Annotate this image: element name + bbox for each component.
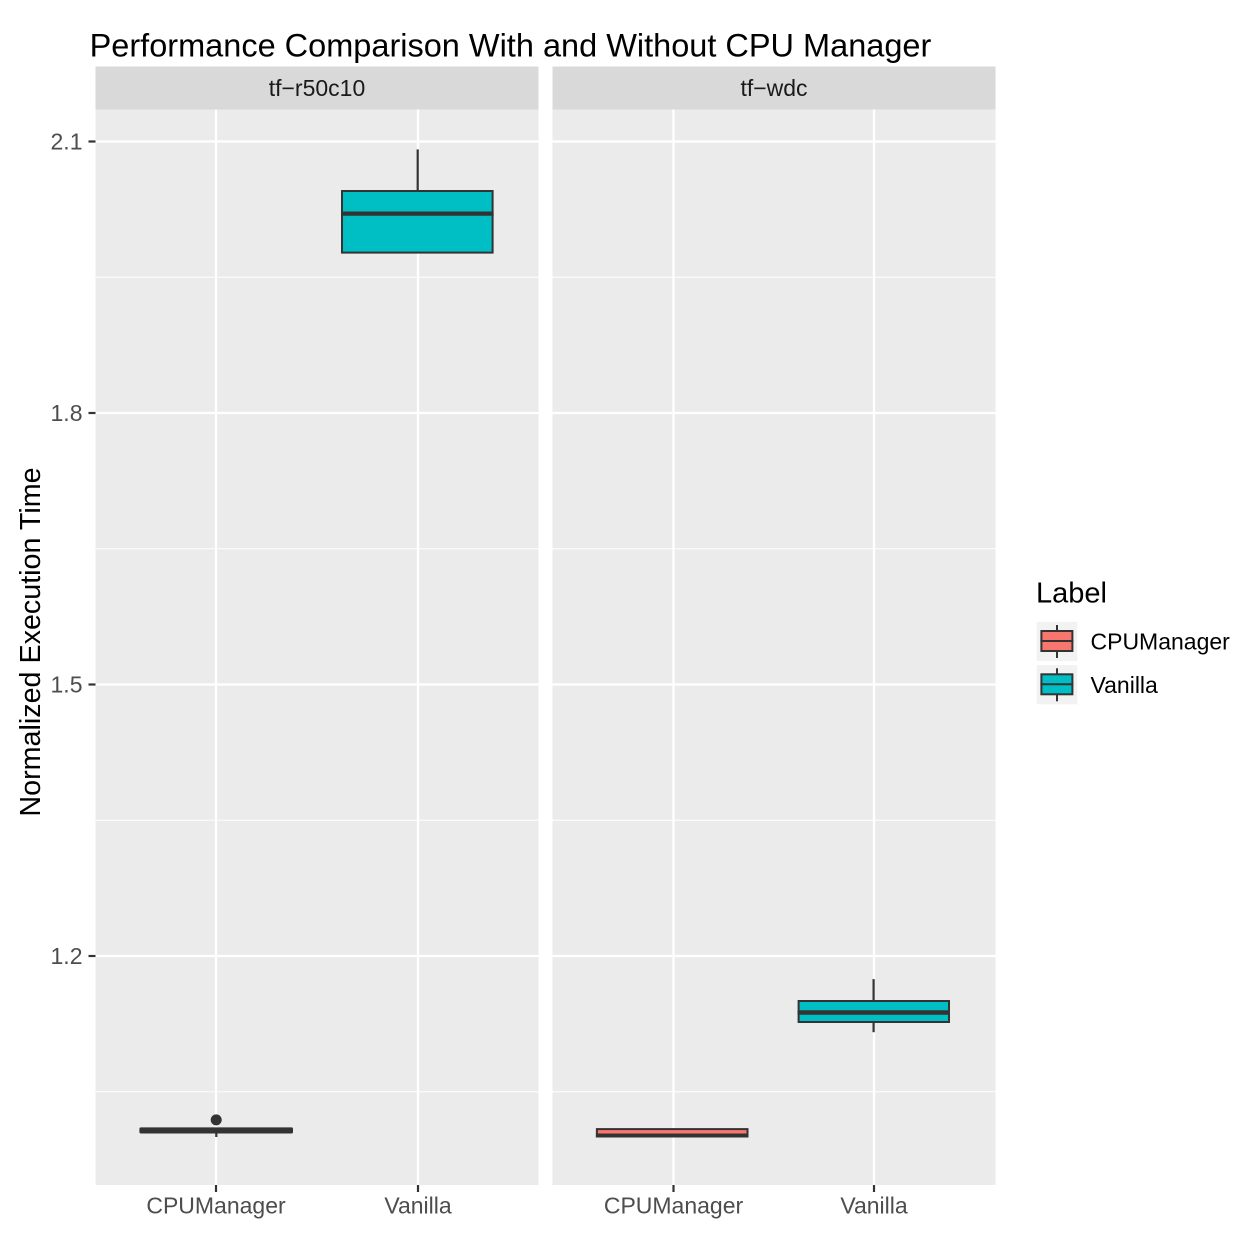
svg-text:CPUManager: CPUManager [604,1193,744,1219]
svg-text:tf−wdc: tf−wdc [740,75,807,101]
svg-text:Performance Comparison With an: Performance Comparison With and Without … [90,28,932,64]
svg-text:Vanilla: Vanilla [840,1193,908,1219]
svg-text:Normalized Execution Time: Normalized Execution Time [15,467,47,816]
svg-text:CPUManager: CPUManager [146,1193,286,1219]
svg-text:Label: Label [1036,578,1107,610]
svg-text:2.1: 2.1 [51,129,83,155]
svg-text:1.5: 1.5 [51,672,83,698]
svg-text:CPUManager: CPUManager [1091,629,1231,655]
svg-text:tf−r50c10: tf−r50c10 [269,75,366,101]
svg-text:Vanilla: Vanilla [384,1193,452,1219]
svg-text:1.2: 1.2 [51,943,83,969]
svg-text:1.8: 1.8 [51,400,83,426]
svg-text:Vanilla: Vanilla [1091,672,1159,698]
